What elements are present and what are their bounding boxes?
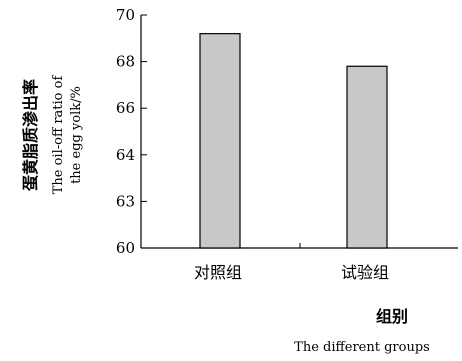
x-axis-title-cn: 组别 [376, 307, 408, 326]
y-tick-label: 64 [116, 146, 135, 164]
y-tick-label: 66 [116, 99, 135, 117]
x-axis-title-en: The different groups [294, 340, 430, 355]
y-axis-title-en-line2: the egg yolk/% [69, 86, 84, 184]
y-tick-label: 63 [116, 192, 135, 210]
y-tick-label: 68 [116, 53, 135, 71]
y-tick-label: 70 [116, 6, 135, 24]
y-tick-label: 60 [116, 239, 135, 257]
y-ticks: 60 63 64 66 68 70 [116, 6, 147, 257]
x-category-labels: 对照组 试验组 [194, 263, 389, 282]
y-axis-title-en-line1: The oil-off ratio of [51, 75, 66, 195]
bar-1 [199, 33, 241, 249]
bar-2 [346, 65, 388, 249]
x-category-label: 试验组 [341, 263, 389, 282]
x-category-label: 对照组 [194, 263, 242, 282]
bars [199, 33, 388, 249]
y-axis-title-cn: 蛋黄脂质渗出率 [21, 79, 40, 191]
